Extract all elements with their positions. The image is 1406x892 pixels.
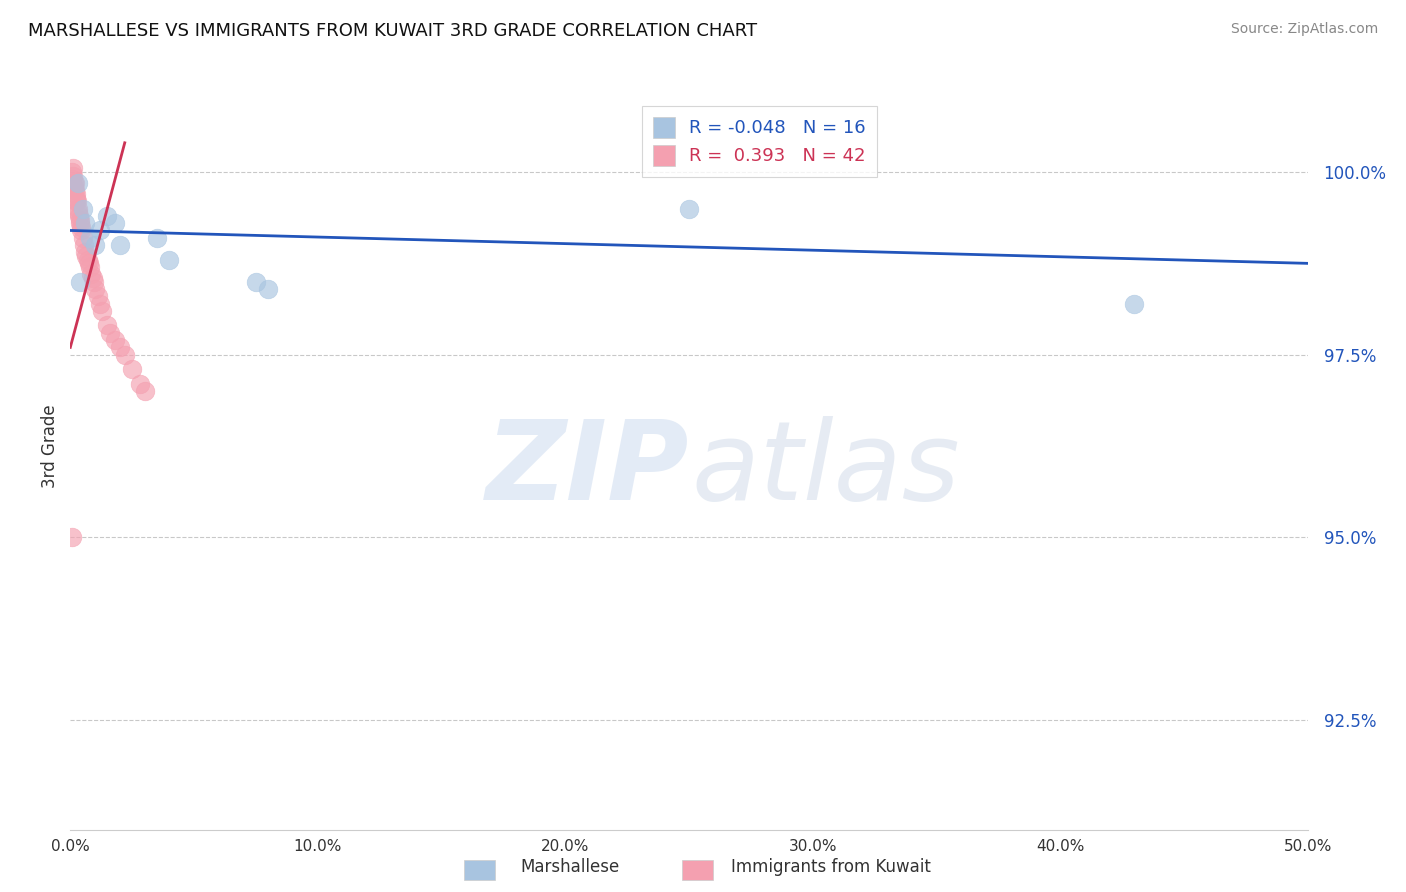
Legend: R = -0.048   N = 16, R =  0.393   N = 42: R = -0.048 N = 16, R = 0.393 N = 42 <box>643 106 877 177</box>
Point <box>69 275 91 289</box>
Point <box>75 249 97 263</box>
Y-axis label: 3rd Grade: 3rd Grade <box>41 404 59 488</box>
Point <box>77 256 100 270</box>
Point <box>1123 296 1146 310</box>
Point <box>63 179 86 194</box>
Point <box>63 183 86 197</box>
Point <box>678 202 700 216</box>
Point <box>104 333 127 347</box>
Point <box>89 223 111 237</box>
Point <box>84 238 107 252</box>
Point <box>91 303 114 318</box>
Point <box>82 271 104 285</box>
Point <box>69 212 91 227</box>
Point <box>60 172 83 186</box>
Point <box>157 252 180 267</box>
Point <box>146 231 169 245</box>
Point <box>121 362 143 376</box>
Point <box>65 194 87 209</box>
Point <box>98 326 121 340</box>
Point <box>67 209 90 223</box>
Point <box>108 340 131 354</box>
Point <box>65 186 87 201</box>
Point <box>60 530 83 544</box>
Point <box>69 216 91 230</box>
Point <box>108 238 131 252</box>
Text: MARSHALLESE VS IMMIGRANTS FROM KUWAIT 3RD GRADE CORRELATION CHART: MARSHALLESE VS IMMIGRANTS FROM KUWAIT 3R… <box>28 22 758 40</box>
Point <box>89 296 111 310</box>
Text: Immigrants from Kuwait: Immigrants from Kuwait <box>731 858 931 876</box>
Point <box>66 194 89 209</box>
Text: Marshallese: Marshallese <box>520 858 620 876</box>
Text: ZIP: ZIP <box>485 416 689 523</box>
Point <box>84 282 107 296</box>
Point <box>65 176 87 190</box>
Point <box>62 161 84 176</box>
Point <box>83 275 105 289</box>
Point <box>60 165 83 179</box>
Point <box>70 223 93 237</box>
Point <box>79 231 101 245</box>
Text: Source: ZipAtlas.com: Source: ZipAtlas.com <box>1230 22 1378 37</box>
Point <box>75 216 97 230</box>
Point <box>134 384 156 399</box>
Point <box>114 348 136 362</box>
Point <box>245 275 267 289</box>
Point <box>80 268 103 282</box>
Point <box>75 245 97 260</box>
Point <box>72 202 94 216</box>
Point <box>86 289 108 303</box>
Point <box>69 219 91 234</box>
Point <box>73 238 96 252</box>
Text: atlas: atlas <box>692 416 960 523</box>
Point <box>67 205 90 219</box>
Point <box>96 209 118 223</box>
Point <box>96 318 118 333</box>
Point <box>65 191 87 205</box>
Point <box>66 202 89 216</box>
Point <box>104 216 127 230</box>
Point <box>63 176 86 190</box>
Point <box>62 169 84 183</box>
Point <box>128 376 150 391</box>
Point <box>72 231 94 245</box>
Point <box>257 282 280 296</box>
Point <box>76 252 98 267</box>
Point <box>66 176 89 190</box>
Point <box>79 260 101 274</box>
